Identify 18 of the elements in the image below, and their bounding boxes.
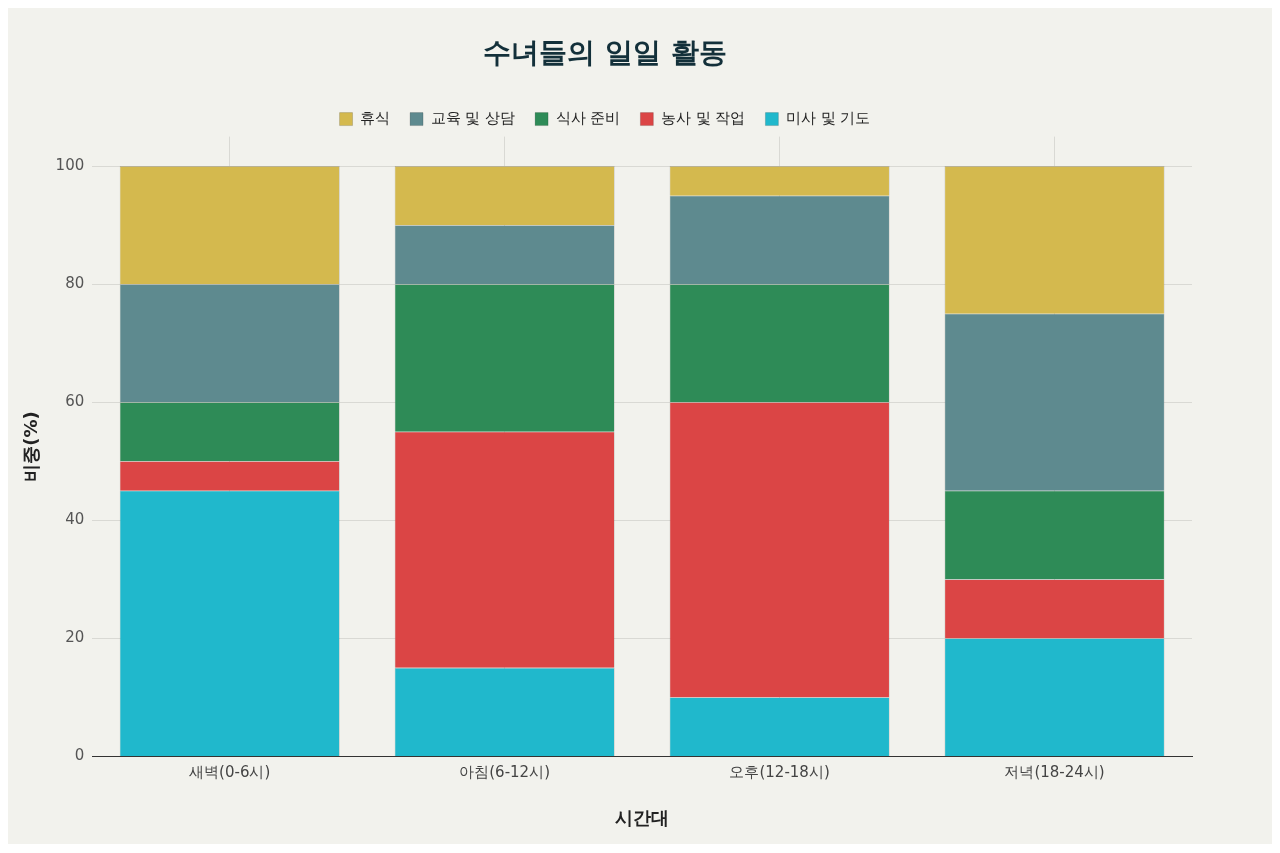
x-tick-label: 저녁(18-24시): [1004, 763, 1105, 782]
chart-title: 수녀들의 일일 활동: [483, 36, 727, 70]
legend-label: 농사 및 작업: [660, 108, 746, 127]
legend-label: 교육 및 상담: [430, 108, 516, 127]
legend-label: 미사 및 기도: [785, 108, 871, 127]
x-tick-label: 오후(12-18시): [729, 763, 830, 782]
y-tick-label: 40: [65, 510, 85, 529]
y-tick-label: 20: [65, 628, 85, 647]
x-tick-label: 새벽(0-6시): [189, 763, 271, 782]
y-tick-label: 100: [55, 156, 85, 174]
y-tick-label: 60: [65, 392, 85, 411]
legend-label: 휴식: [360, 108, 391, 127]
y-axis-title: 비중(%): [20, 411, 42, 482]
y-tick-label: 80: [65, 274, 85, 293]
legend-label: 식사 준비: [555, 108, 621, 127]
x-tick-label: 아침(6-12시): [459, 763, 551, 782]
y-tick-label: 0: [74, 746, 85, 765]
x-axis-title: 시간대: [615, 806, 670, 828]
